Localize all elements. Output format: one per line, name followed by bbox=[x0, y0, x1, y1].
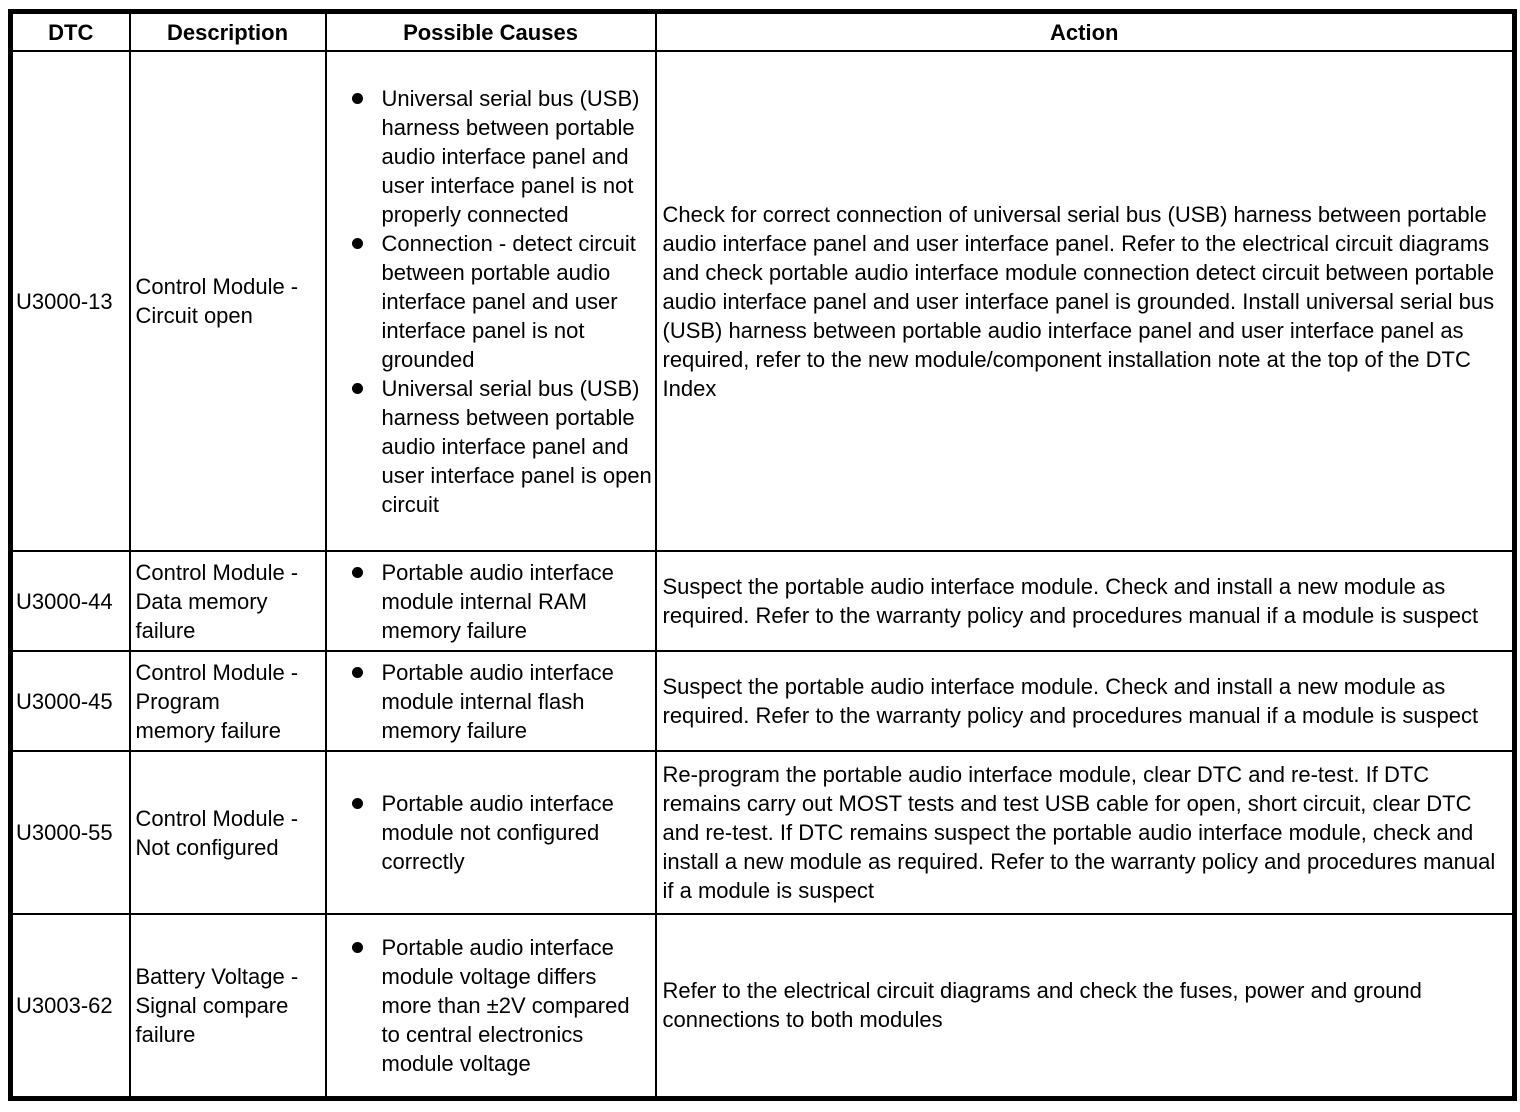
cause-text: Portable audio interface module internal… bbox=[381, 559, 614, 643]
dtc-description: Control Module - Data memory failure bbox=[128, 550, 327, 652]
possible-causes-cell: Portable audio interface module internal… bbox=[324, 650, 657, 752]
cause-text: Universal serial bus (USB) harness betwe… bbox=[381, 85, 640, 227]
causes-list: Portable audio interface module voltage … bbox=[328, 933, 653, 1078]
cause-text: Universal serial bus (USB) harness betwe… bbox=[381, 375, 652, 517]
possible-causes-cell: Portable audio interface module not conf… bbox=[324, 750, 657, 915]
table-row: U3000-44 Control Module - Data memory fa… bbox=[9, 550, 1516, 652]
bullet-icon bbox=[351, 666, 363, 678]
table-row: U3000-45 Control Module - Program memory… bbox=[9, 650, 1516, 752]
dtc-code: U3000-55 bbox=[9, 750, 131, 915]
cause-item: Portable audio interface module internal… bbox=[328, 558, 653, 645]
cause-text: Portable audio interface module internal… bbox=[381, 659, 614, 743]
cause-text: Portable audio interface module voltage … bbox=[381, 934, 630, 1076]
dtc-table: DTC Description Possible Causes Action U… bbox=[8, 9, 1517, 1101]
action-text: Suspect the portable audio interface mod… bbox=[654, 550, 1516, 652]
dtc-code: U3003-62 bbox=[9, 913, 131, 1099]
cause-item: Portable audio interface module not conf… bbox=[328, 789, 653, 876]
bullet-icon bbox=[351, 382, 363, 394]
cause-item: Portable audio interface module internal… bbox=[328, 658, 653, 745]
dtc-code: U3000-45 bbox=[9, 650, 131, 752]
header-description: Description bbox=[128, 10, 327, 52]
action-text: Check for correct connection of universa… bbox=[654, 50, 1516, 552]
header-possible-causes: Possible Causes bbox=[324, 10, 657, 52]
bullet-icon bbox=[351, 566, 363, 578]
cause-text: Connection - detect circuit between port… bbox=[381, 230, 636, 372]
causes-list: Portable audio interface module not conf… bbox=[328, 789, 653, 876]
action-text: Re-program the portable audio interface … bbox=[654, 750, 1516, 915]
bullet-icon bbox=[351, 798, 363, 809]
cause-item: Portable audio interface module voltage … bbox=[328, 933, 653, 1078]
table-row: U3000-13 Control Module - Circuit open U… bbox=[9, 50, 1516, 552]
possible-causes-cell: Portable audio interface module internal… bbox=[324, 550, 657, 652]
possible-causes-cell: Portable audio interface module voltage … bbox=[324, 913, 657, 1099]
cause-text: Portable audio interface module not conf… bbox=[381, 791, 614, 874]
table-row: U3003-62 Battery Voltage - Signal compar… bbox=[9, 913, 1516, 1099]
header-action: Action bbox=[654, 10, 1516, 52]
bullet-icon bbox=[351, 941, 363, 953]
dtc-description: Control Module - Program memory failure bbox=[128, 650, 327, 752]
dtc-description: Battery Voltage - Signal compare failure bbox=[128, 913, 327, 1099]
bullet-icon bbox=[351, 237, 363, 249]
possible-causes-cell: Universal serial bus (USB) harness betwe… bbox=[324, 50, 657, 552]
cause-item: Connection - detect circuit between port… bbox=[328, 229, 653, 374]
bullet-icon bbox=[351, 92, 363, 104]
causes-list: Portable audio interface module internal… bbox=[328, 658, 653, 745]
cause-item: Universal serial bus (USB) harness betwe… bbox=[328, 374, 653, 519]
header-row: DTC Description Possible Causes Action bbox=[9, 10, 1516, 52]
table-row: U3000-55 Control Module - Not configured… bbox=[9, 750, 1516, 915]
cause-item: Universal serial bus (USB) harness betwe… bbox=[328, 84, 653, 229]
dtc-code: U3000-44 bbox=[9, 550, 131, 652]
causes-list: Portable audio interface module internal… bbox=[328, 558, 653, 645]
action-text: Refer to the electrical circuit diagrams… bbox=[654, 913, 1516, 1099]
dtc-description: Control Module - Not configured bbox=[128, 750, 327, 915]
action-text: Suspect the portable audio interface mod… bbox=[654, 650, 1516, 752]
dtc-description: Control Module - Circuit open bbox=[128, 50, 327, 552]
dtc-code: U3000-13 bbox=[9, 50, 131, 552]
causes-list: Universal serial bus (USB) harness betwe… bbox=[328, 84, 653, 519]
header-dtc: DTC bbox=[9, 10, 131, 52]
